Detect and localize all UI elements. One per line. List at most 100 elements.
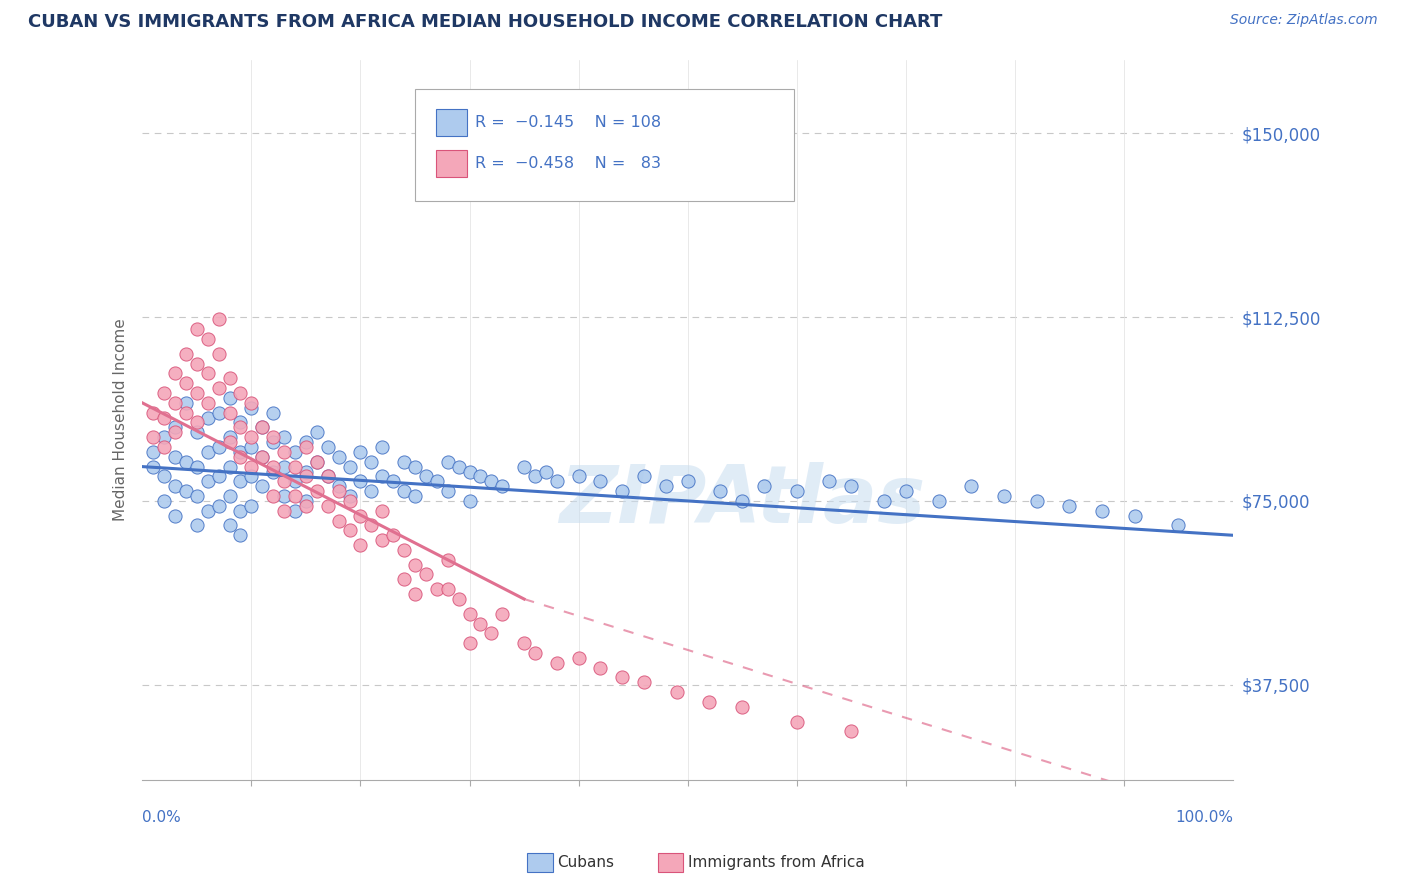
Point — [240, 469, 263, 483]
Point — [305, 425, 328, 440]
Point — [404, 558, 426, 572]
Point — [153, 410, 176, 425]
Point — [1059, 499, 1081, 513]
Point — [731, 494, 754, 508]
Point — [458, 465, 481, 479]
Point — [218, 391, 240, 405]
Point — [491, 479, 513, 493]
Point — [436, 455, 458, 469]
Point — [273, 504, 295, 518]
Point — [197, 475, 219, 489]
Point — [240, 499, 263, 513]
Point — [197, 367, 219, 381]
Point — [328, 450, 350, 464]
Point — [339, 494, 361, 508]
Point — [349, 475, 371, 489]
Point — [240, 440, 263, 454]
Point — [633, 469, 655, 483]
Point — [273, 445, 295, 459]
Point — [1091, 504, 1114, 518]
Point — [218, 435, 240, 450]
Point — [328, 479, 350, 493]
Point — [153, 440, 176, 454]
Point — [208, 406, 231, 420]
Point — [404, 587, 426, 601]
Point — [153, 494, 176, 508]
Point — [316, 440, 339, 454]
Point — [339, 459, 361, 474]
Text: Immigrants from Africa: Immigrants from Africa — [688, 855, 865, 870]
Point — [371, 533, 394, 548]
Point — [186, 416, 208, 430]
Point — [316, 499, 339, 513]
Point — [186, 425, 208, 440]
Point — [218, 406, 240, 420]
Point — [295, 494, 318, 508]
Point — [491, 607, 513, 621]
Point — [273, 430, 295, 444]
Point — [470, 616, 492, 631]
Point — [208, 347, 231, 361]
Point — [262, 406, 284, 420]
Point — [534, 465, 557, 479]
Point — [262, 465, 284, 479]
Point — [349, 445, 371, 459]
Point — [197, 504, 219, 518]
Point — [229, 528, 252, 542]
Text: Cubans: Cubans — [557, 855, 614, 870]
Point — [262, 430, 284, 444]
Point — [316, 469, 339, 483]
Point — [436, 484, 458, 499]
Point — [1123, 508, 1146, 523]
Point — [458, 607, 481, 621]
Point — [163, 450, 186, 464]
Point — [252, 420, 274, 434]
Point — [273, 475, 295, 489]
Point — [709, 484, 731, 499]
Point — [174, 396, 197, 410]
Point — [928, 494, 950, 508]
Point — [305, 484, 328, 499]
Point — [174, 455, 197, 469]
Text: ZIPAtlas: ZIPAtlas — [560, 462, 925, 540]
Point — [208, 440, 231, 454]
Point — [1025, 494, 1047, 508]
Point — [589, 660, 612, 674]
Point — [229, 450, 252, 464]
Point — [1167, 518, 1189, 533]
Point — [447, 459, 470, 474]
Point — [305, 455, 328, 469]
Point — [284, 475, 307, 489]
Point — [436, 553, 458, 567]
Point — [305, 455, 328, 469]
Point — [665, 685, 688, 699]
Point — [568, 469, 591, 483]
Point — [752, 479, 775, 493]
Point — [339, 524, 361, 538]
Point — [163, 396, 186, 410]
Point — [208, 312, 231, 326]
Point — [360, 455, 382, 469]
Point — [426, 475, 449, 489]
Point — [786, 484, 808, 499]
Point — [479, 626, 502, 640]
Point — [163, 367, 186, 381]
Point — [142, 445, 165, 459]
Point — [993, 489, 1015, 503]
Point — [284, 489, 307, 503]
Point — [633, 675, 655, 690]
Point — [316, 469, 339, 483]
Point — [229, 504, 252, 518]
Point — [371, 469, 394, 483]
Point — [839, 479, 862, 493]
Point — [240, 459, 263, 474]
Point — [415, 567, 437, 582]
Point — [284, 504, 307, 518]
Point — [404, 459, 426, 474]
Point — [229, 475, 252, 489]
Point — [208, 381, 231, 395]
Point — [382, 528, 405, 542]
Point — [360, 484, 382, 499]
Point — [382, 475, 405, 489]
Point — [470, 469, 492, 483]
